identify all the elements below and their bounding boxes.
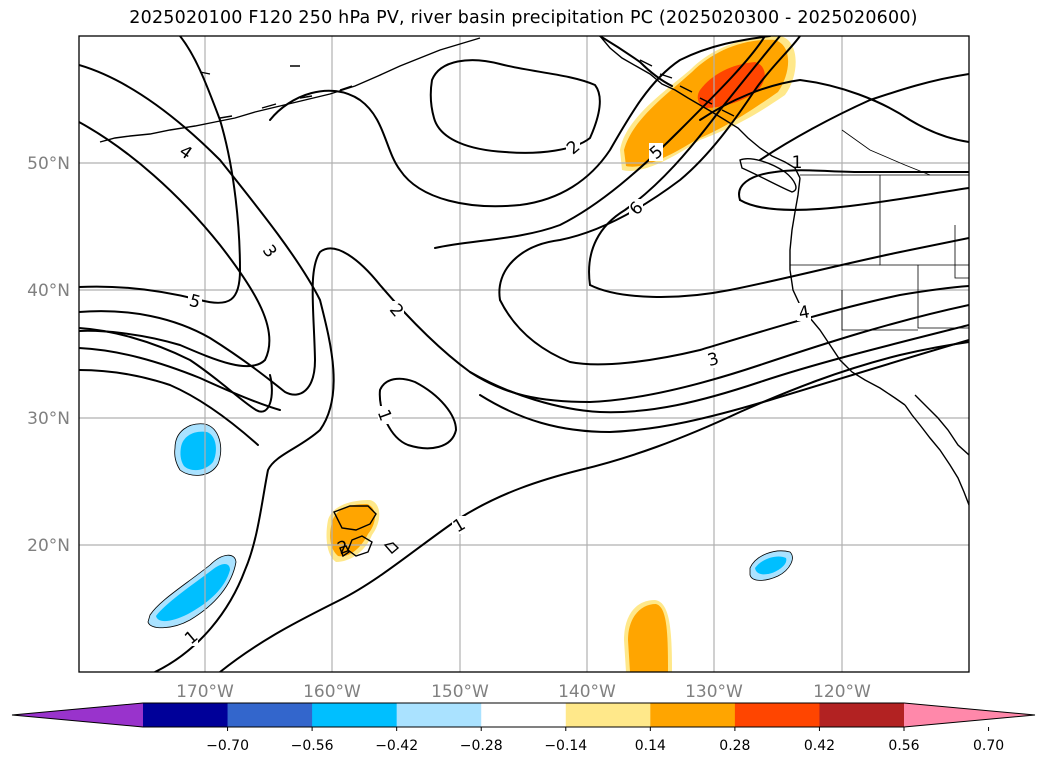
contour-label-1d: 1 bbox=[792, 153, 803, 173]
lon-label-160w: 160°W bbox=[303, 682, 361, 702]
lat-label-30n: 30°N bbox=[27, 409, 70, 429]
colorbar-tick-label: 0.56 bbox=[888, 738, 919, 754]
lon-label-140w: 140°W bbox=[558, 682, 616, 702]
colorbar-extend-low bbox=[12, 703, 143, 727]
colorbar bbox=[11, 702, 1036, 728]
colorbar-segment bbox=[227, 703, 313, 727]
colorbar-tick-label: 0.14 bbox=[635, 738, 666, 754]
contour-labels: 4 3 5 2 2 1 1 1 2 5 6 3 4 1 bbox=[175, 137, 811, 649]
lon-label-170w: 170°W bbox=[176, 682, 234, 702]
precip-negative-west bbox=[174, 423, 222, 476]
lon-label-120w: 120°W bbox=[813, 682, 871, 702]
colorbar-tick-label: −0.56 bbox=[291, 738, 334, 754]
latitude-labels: 50°N 40°N 30°N 20°N bbox=[27, 154, 70, 556]
colorbar-segment bbox=[565, 703, 651, 727]
colorbar-segment bbox=[396, 703, 482, 727]
lon-label-150w: 150°W bbox=[431, 682, 489, 702]
lon-label-130w: 130°W bbox=[685, 682, 743, 702]
colorbar-tick-label: −0.28 bbox=[460, 738, 503, 754]
colorbar-outline bbox=[11, 702, 1036, 728]
colorbar-tick-label: 0.28 bbox=[719, 738, 750, 754]
colorbar-segment bbox=[143, 703, 229, 727]
precip-negative-southwest bbox=[147, 554, 237, 629]
precip-negative-east bbox=[749, 550, 793, 581]
borders bbox=[790, 129, 969, 331]
colorbar-tick-label: −0.70 bbox=[206, 738, 249, 754]
contour-label-4b: 4 bbox=[797, 302, 811, 324]
colorbar-segment bbox=[481, 703, 567, 727]
lat-label-20n: 20°N bbox=[27, 536, 70, 556]
colorbar-tick-label: 0.42 bbox=[804, 738, 835, 754]
pv-contours bbox=[79, 36, 969, 672]
lat-label-40n: 40°N bbox=[27, 281, 70, 301]
colorbar-segment bbox=[312, 703, 398, 727]
map-area: 4 3 5 2 2 1 1 1 2 5 6 3 4 1 bbox=[79, 36, 969, 672]
colorbar-segment bbox=[734, 703, 820, 727]
map-frame bbox=[78, 35, 970, 673]
map-title: 2025020100 F120 250 hPa PV, river basin … bbox=[129, 8, 918, 28]
colorbar-segment bbox=[819, 703, 905, 727]
longitude-labels: 170°W 160°W 150°W 140°W 130°W 120°W bbox=[176, 682, 871, 702]
lat-label-50n: 50°N bbox=[27, 154, 70, 174]
colorbar-extend-high bbox=[904, 703, 1035, 727]
colorbar-segment bbox=[650, 703, 736, 727]
colorbar-tick-label: 0.70 bbox=[973, 738, 1004, 754]
precip-positive-south bbox=[624, 600, 672, 672]
colorbar-tick-labels: −0.70 −0.56 −0.42 −0.28 −0.14 0.14 0.28 0.42 0.5… bbox=[206, 727, 1004, 754]
contour-label-3b: 3 bbox=[705, 349, 721, 371]
colorbar-tick-label: −0.42 bbox=[375, 738, 418, 754]
precip-positive-nw bbox=[620, 36, 796, 171]
contour-label-5: 5 bbox=[187, 291, 203, 313]
colorbar-tick-label: −0.14 bbox=[544, 738, 587, 754]
